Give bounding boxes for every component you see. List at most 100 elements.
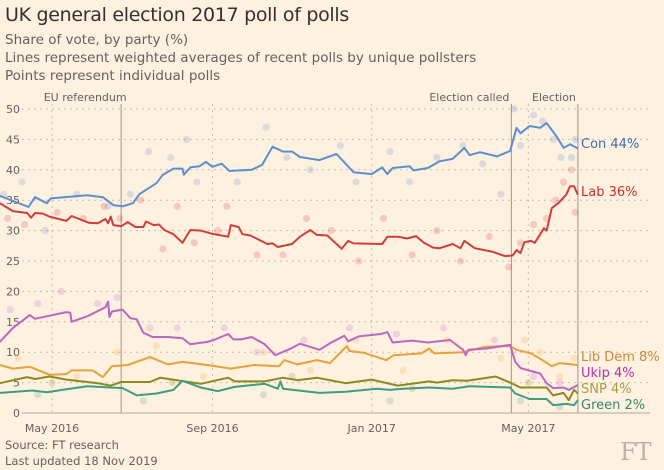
poll-point-lib-dem xyxy=(259,348,268,356)
poll-point-con xyxy=(539,117,547,125)
series-label-snp: SNP 4% xyxy=(581,382,632,397)
last-updated-note: Last updated 18 Nov 2019 xyxy=(5,454,158,468)
poll-point-lab xyxy=(567,166,575,174)
poll-point-con xyxy=(479,160,487,168)
poll-point-ukip xyxy=(220,324,228,332)
series-line-lib-dem xyxy=(0,345,579,379)
poll-point-con xyxy=(104,202,112,210)
poll-point-ukip xyxy=(57,287,65,295)
poll-point-con xyxy=(557,154,565,162)
poll-point-ukip xyxy=(529,372,538,381)
series-label-con: Con 44% xyxy=(581,137,639,152)
poll-point-con xyxy=(510,105,518,113)
poll-point-con xyxy=(182,135,191,143)
x-tick-label: Jan 2017 xyxy=(346,422,395,435)
poll-point-con xyxy=(126,190,134,198)
ft-logo: FT xyxy=(620,438,652,466)
poll-point-lib-dem xyxy=(570,354,578,362)
poll-point-ukip xyxy=(146,324,154,332)
series-label-ukip: Ukip 4% xyxy=(581,366,635,381)
x-tick-label: May 2017 xyxy=(501,422,555,435)
poll-point-con xyxy=(336,141,345,150)
poll-point-con xyxy=(144,147,153,156)
y-tick-label: 10 xyxy=(6,346,20,359)
poll-point-lab xyxy=(279,251,287,259)
poll-point-con xyxy=(167,154,175,162)
poll-point-con xyxy=(567,154,575,162)
poll-point-lab xyxy=(571,208,579,216)
poll-point-lib-dem xyxy=(556,372,564,381)
poll-point-con xyxy=(306,166,314,174)
poll-point-lab xyxy=(355,257,363,265)
poll-point-lab xyxy=(505,263,513,271)
poll-point-lib-dem xyxy=(113,348,121,356)
poll-point-lab xyxy=(116,214,124,223)
poll-point-green xyxy=(386,397,394,405)
poll-point-ukip xyxy=(34,299,42,308)
poll-point-lab xyxy=(159,245,167,253)
poll-point-lab xyxy=(529,220,538,229)
poll-point-ukip xyxy=(490,336,498,344)
chart-title: UK general election 2017 poll of polls xyxy=(5,4,349,26)
annotation-label: EU referendum xyxy=(44,91,127,104)
poll-point-ukip xyxy=(392,330,401,338)
poll-point-ukip xyxy=(6,306,14,314)
poll-point-ukip xyxy=(345,324,354,332)
poll-point-lab xyxy=(327,227,335,235)
poll-point-lab xyxy=(214,227,222,235)
chart-description-lines: Lines represent weighted averages of rec… xyxy=(5,50,477,66)
annotation-label: Election called xyxy=(429,91,509,104)
poll-point-lab xyxy=(173,202,181,210)
y-tick-label: 5 xyxy=(13,377,20,390)
poll-point-lab xyxy=(223,202,231,210)
poll-point-lab xyxy=(100,202,108,210)
poll-point-green xyxy=(259,391,268,399)
poll-point-con xyxy=(433,154,441,162)
poll-point-con xyxy=(386,147,394,156)
poll-point-lib-dem xyxy=(199,372,207,381)
poll-point-con xyxy=(233,178,241,186)
poll-point-con xyxy=(529,111,538,119)
y-tick-label: 25 xyxy=(6,255,20,268)
poll-point-lab xyxy=(485,233,493,241)
poll-point-con xyxy=(193,178,201,186)
y-tick-label: 20 xyxy=(6,285,20,298)
series-line-con xyxy=(0,122,579,208)
source-note: Source: FT research xyxy=(5,438,119,452)
poll-point-ukip xyxy=(556,379,564,387)
y-tick-label: 0 xyxy=(13,407,20,420)
poll-point-ukip xyxy=(300,336,308,344)
poll-point-lab xyxy=(408,251,416,259)
poll-point-con xyxy=(352,178,360,186)
series-label-lab: Lab 36% xyxy=(581,185,638,200)
poll-point-con xyxy=(405,178,414,186)
series-line-ukip xyxy=(0,300,579,391)
x-tick-label: Sep 2016 xyxy=(186,422,238,435)
chart-subtitle: Share of vote, by party (%) xyxy=(5,32,189,48)
poll-point-lab xyxy=(4,214,12,223)
poll-point-lib-dem xyxy=(306,366,314,375)
poll-point-lab xyxy=(433,227,441,235)
poll-point-lib-dem xyxy=(536,348,544,356)
poll-point-ukip xyxy=(113,293,121,302)
poll-point-lab xyxy=(302,214,311,223)
poll-point-lab xyxy=(379,214,388,223)
poll-point-con xyxy=(262,123,270,131)
poll-point-con xyxy=(516,141,525,150)
y-tick-label: 50 xyxy=(6,103,20,116)
annotation-label: Election xyxy=(532,91,576,104)
poll-point-lab xyxy=(456,257,465,265)
chart-description-points: Points represent individual polls xyxy=(5,68,221,84)
poll-point-con xyxy=(41,227,50,235)
poll-point-snp xyxy=(524,379,532,387)
y-tick-label: 45 xyxy=(6,133,20,146)
poll-point-con xyxy=(571,135,579,143)
series-line-green xyxy=(0,379,579,407)
poll-point-lab xyxy=(559,178,568,186)
poll-point-lab xyxy=(516,239,525,247)
poll-point-green xyxy=(516,397,525,405)
poll-point-ukip xyxy=(253,348,261,356)
y-tick-label: 40 xyxy=(6,164,20,177)
poll-point-lib-dem xyxy=(520,336,529,344)
